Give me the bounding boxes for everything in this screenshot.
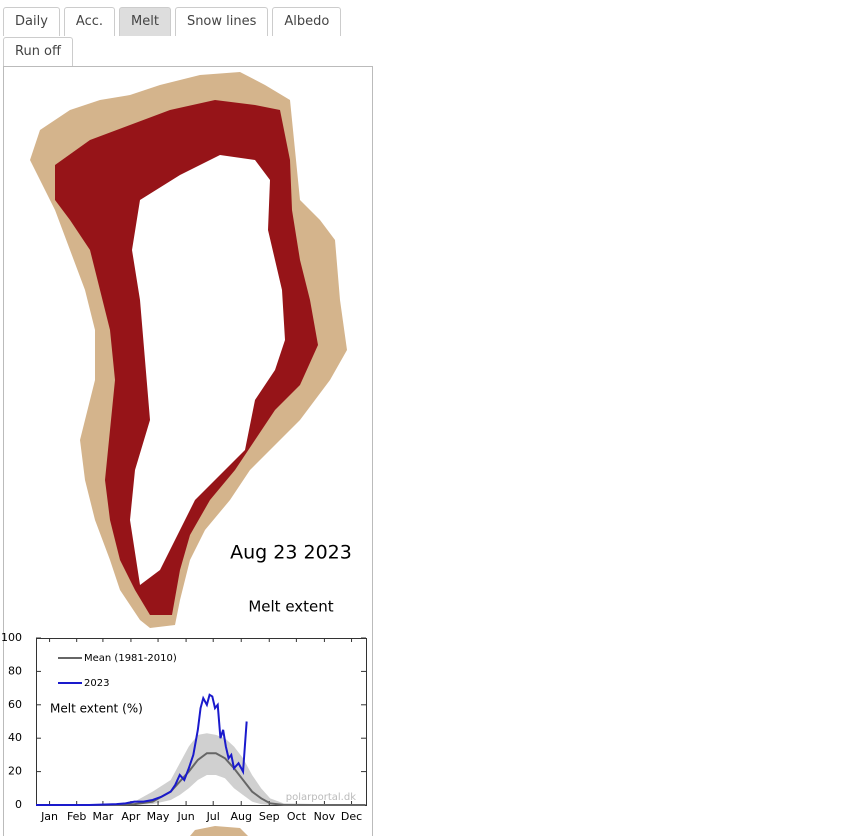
x-tick-label: Aug	[230, 810, 251, 823]
series-line	[36, 693, 248, 806]
x-tick-label: May	[147, 810, 170, 823]
y-axis-label: Melt extent (%)	[50, 702, 143, 716]
series-line	[36, 752, 366, 806]
y-tick-label: 20	[8, 765, 22, 778]
y-tick-label: 40	[8, 731, 22, 744]
x-tick-label: Jul	[206, 810, 220, 823]
x-tick-label: Apr	[121, 810, 141, 823]
legend-label: 2023	[84, 678, 109, 689]
x-tick-label: Dec	[341, 810, 362, 823]
greenland-map	[30, 72, 347, 836]
x-tick-label: Oct	[287, 810, 307, 823]
x-tick-label: Jun	[176, 810, 194, 823]
tab-bar: Daily Acc. Melt Snow lines Albedo Run off	[3, 7, 343, 66]
y-tick-label: 80	[8, 664, 22, 677]
tab[interactable]: Run off	[3, 37, 73, 66]
x-tick-label: Jan	[40, 810, 58, 823]
tab[interactable]: Acc.	[63, 7, 115, 36]
x-tick-label: Sep	[259, 810, 280, 823]
tab[interactable]: Daily	[3, 7, 60, 36]
map-date: Aug 23 2023	[230, 542, 352, 564]
panel-border	[3, 66, 373, 836]
y-tick-label: 0	[15, 798, 22, 811]
y-tick-label: 60	[8, 698, 22, 711]
tab[interactable]: Melt	[119, 7, 171, 36]
tab[interactable]: Snow lines	[174, 7, 269, 36]
x-tick-label: Feb	[67, 810, 86, 823]
tab[interactable]: Albedo	[272, 7, 342, 36]
y-tick-label: 100	[1, 631, 22, 644]
map-caption: Melt extent	[248, 598, 333, 616]
range-band	[36, 733, 366, 805]
x-tick-label: Mar	[93, 810, 114, 823]
x-tick-label: Nov	[314, 810, 336, 823]
watermark: polarportal.dk	[286, 792, 356, 803]
legend-label: Mean (1981-2010)	[84, 653, 177, 664]
